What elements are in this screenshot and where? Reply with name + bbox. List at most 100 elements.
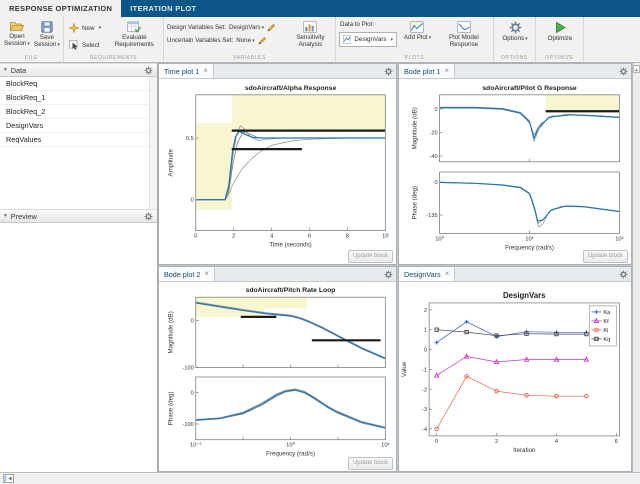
figure-gear-button[interactable]: [384, 64, 396, 78]
figure-tab-bode-plot-1[interactable]: Bode plot 1 ×: [399, 64, 456, 78]
options-button[interactable]: Options▾: [497, 19, 533, 45]
design-variables-dropdown[interactable]: DesignVars ▾: [229, 24, 265, 31]
preview-panel-title: Preview: [10, 211, 37, 221]
figure-gear-button[interactable]: [619, 64, 631, 78]
play-icon: [555, 21, 566, 34]
data-to-plot-value: DesignVars: [354, 36, 387, 43]
svg-text:10¹: 10¹: [525, 236, 533, 242]
svg-text:sdoAircraft/Pitch Rate Loop: sdoAircraft/Pitch Rate Loop: [246, 287, 336, 294]
data-browser: ▾ Data BlockReq BlockReq_1 BlockReq_2 De…: [0, 63, 158, 472]
evaluate-requirements-label: Evaluate Requirements: [114, 34, 154, 49]
gear-icon: [384, 67, 393, 75]
edit-pencil-icon[interactable]: [267, 23, 276, 32]
figure-tab-designvars[interactable]: DesignVars ×: [399, 267, 456, 281]
uncertain-variables-dropdown[interactable]: None ▾: [236, 37, 255, 44]
add-plot-button[interactable]: Add Plot▾: [401, 19, 434, 50]
svg-text:4: 4: [270, 234, 274, 240]
ribbon: Open Session▾ Save Session▾ FILE New ▾: [0, 17, 640, 63]
collapse-up-button[interactable]: ▴: [633, 65, 640, 73]
update-block-button[interactable]: Update block: [347, 250, 393, 263]
list-item[interactable]: ReqValues: [0, 133, 157, 147]
plot-model-response-button[interactable]: Plot Model Response: [438, 19, 490, 50]
optimize-label: Optimize: [547, 35, 573, 42]
svg-text:-40: -40: [430, 154, 438, 160]
svg-text:DesignVars: DesignVars: [503, 291, 546, 300]
edit-pencil-icon[interactable]: [258, 36, 267, 45]
svg-text:-3: -3: [422, 407, 427, 413]
figure-tab-bode-plot-2[interactable]: Bode plot 2 ×: [159, 267, 216, 281]
svg-text:10: 10: [382, 234, 388, 240]
evaluate-requirements-icon: [127, 21, 142, 33]
tab-iteration-plot[interactable]: ITERATION PLOT: [130, 4, 197, 13]
svg-text:10²: 10²: [381, 443, 389, 449]
svg-text:Magnitude (dB): Magnitude (dB): [168, 311, 175, 353]
close-icon[interactable]: ×: [204, 269, 210, 278]
data-panel-header[interactable]: ▾ Data: [0, 63, 157, 77]
close-icon[interactable]: ×: [203, 66, 208, 75]
add-plot-icon: [410, 21, 425, 33]
gear-icon[interactable]: [144, 66, 153, 75]
scrollbar[interactable]: [149, 77, 157, 209]
select-label: Select: [82, 41, 100, 49]
figure-body: 0 2 4 6 2 1 0 -1 -2 -3 -4 DesignVars Iteration Value K…: [399, 282, 631, 472]
preview-panel-header[interactable]: ▾ Preview: [0, 209, 157, 223]
figure-gear-button[interactable]: [384, 267, 396, 281]
open-session-button[interactable]: Open Session▾: [3, 19, 31, 51]
section-label-optimize: OPTIMIZE: [545, 55, 574, 61]
svg-text:-100: -100: [183, 366, 194, 372]
list-item[interactable]: BlockReq: [0, 77, 157, 91]
save-session-label: Save Session▾: [33, 34, 60, 49]
figure-gear-button[interactable]: [619, 267, 631, 281]
svg-text:6: 6: [615, 439, 618, 445]
collapse-triangle-icon[interactable]: ▾: [4, 67, 7, 73]
select-requirement-button[interactable]: Select: [67, 38, 109, 52]
svg-text:sdoAircraft/Pilot G Response: sdoAircraft/Pilot G Response: [482, 85, 577, 92]
bode-plot-2-canvas: 0 -100 sdoAircraft/Pitch Rate Loop Magnitud…: [168, 287, 390, 458]
gear-icon[interactable]: [144, 212, 153, 221]
svg-text:0.5: 0.5: [186, 136, 194, 142]
section-label-options: OPTIONS: [501, 55, 528, 61]
new-requirement-button[interactable]: New ▾: [67, 21, 109, 35]
svg-text:Phase (deg): Phase (deg): [168, 391, 175, 425]
plot-model-response-icon: [457, 21, 471, 33]
update-block-button[interactable]: Update block: [347, 457, 393, 470]
list-item[interactable]: BlockReq_2: [0, 105, 157, 119]
data-to-plot-dropdown[interactable]: DesignVars ▾: [339, 32, 397, 47]
optimize-button[interactable]: Optimize: [539, 19, 581, 44]
sensitivity-analysis-button[interactable]: Sensitivity Analysis: [289, 19, 332, 50]
collapse-triangle-icon[interactable]: ▾: [4, 213, 7, 219]
figure-body: 0 2 4 6 8 10 0 0.5 sdoAircraft/Alpha Response Tim…: [159, 79, 396, 265]
evaluate-requirements-button[interactable]: Evaluate Requirements: [109, 19, 160, 52]
figure-panel-designvars: DesignVars × 0 2 4 6 2 1 0 -1 -2 -3 -4 DesignVars It…: [398, 266, 632, 472]
caret-down-icon: ▾: [98, 25, 102, 31]
tab-response-optimization[interactable]: RESPONSE OPTIMIZATION: [0, 0, 122, 17]
svg-text:6: 6: [308, 234, 311, 240]
right-collapsed-rail: ▴: [632, 63, 640, 472]
figure-tab-time-plot-1[interactable]: Time plot 1 ×: [159, 64, 214, 78]
svg-text:0: 0: [191, 391, 194, 397]
sensitivity-analysis-label: Sensitivity Analysis: [296, 34, 325, 49]
save-session-button[interactable]: Save Session▾: [33, 19, 61, 51]
close-icon[interactable]: ×: [444, 66, 450, 75]
svg-text:Frequency (rad/s): Frequency (rad/s): [505, 244, 554, 251]
figure-header: DesignVars ×: [399, 267, 631, 282]
update-block-button[interactable]: Update block: [582, 250, 628, 263]
folder-open-icon: [9, 22, 24, 31]
list-item[interactable]: BlockReq_1: [0, 91, 157, 105]
ribbon-section-variables: Design Variables Set: DesignVars ▾ Uncert…: [164, 17, 336, 62]
svg-text:-20: -20: [430, 130, 438, 136]
save-disk-icon: [41, 21, 53, 33]
svg-text:2: 2: [424, 308, 427, 314]
data-panel-title: Data: [10, 65, 27, 75]
design-variables-set-label: Design Variables Set:: [167, 24, 227, 31]
figure-panel-bode-plot-2: Bode plot 2 × 0 -100 sdoAircraft/Pitch Rat…: [158, 266, 397, 472]
section-label-plots: PLOTS: [404, 55, 425, 61]
svg-text:0: 0: [434, 107, 437, 113]
uncertain-variables-set-row: Uncertain Variables Set: None ▾: [167, 36, 289, 45]
svg-text:8: 8: [346, 234, 349, 240]
close-icon[interactable]: ×: [444, 269, 450, 278]
gear-icon: [509, 21, 521, 34]
list-item[interactable]: DesignVars: [0, 119, 157, 133]
dock-layout-icon[interactable]: [3, 474, 14, 483]
